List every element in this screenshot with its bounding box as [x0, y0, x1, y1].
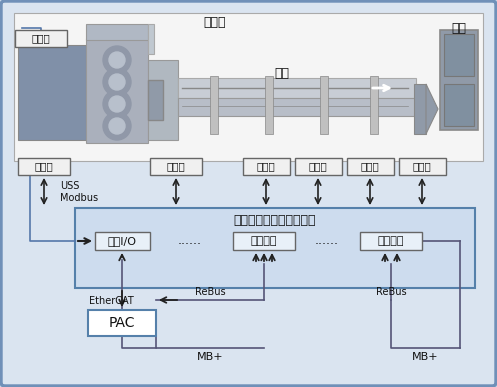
- Text: ......: ......: [178, 235, 202, 248]
- Text: 加热器: 加热器: [361, 161, 379, 171]
- Bar: [210, 76, 218, 134]
- Text: 冷却器: 冷却器: [413, 161, 431, 171]
- Circle shape: [109, 96, 125, 112]
- Bar: [347, 158, 394, 175]
- Text: 液压油: 液压油: [204, 16, 226, 29]
- Text: 编码器: 编码器: [32, 33, 50, 43]
- Bar: [148, 24, 154, 54]
- Bar: [243, 158, 290, 175]
- Bar: [18, 45, 86, 140]
- Circle shape: [109, 52, 125, 68]
- Bar: [88, 310, 156, 336]
- Bar: [399, 158, 446, 175]
- Bar: [370, 76, 378, 134]
- Text: 料筒: 料筒: [274, 67, 289, 80]
- Text: PAC: PAC: [109, 316, 135, 330]
- Text: 作为主控: 作为主控: [378, 236, 404, 246]
- Text: 模具: 模具: [451, 22, 467, 35]
- Bar: [15, 30, 67, 47]
- Bar: [360, 232, 422, 250]
- Circle shape: [103, 68, 131, 96]
- Bar: [75, 208, 475, 288]
- Bar: [150, 158, 202, 175]
- Bar: [86, 24, 148, 40]
- Bar: [233, 232, 295, 250]
- Text: 加热器: 加热器: [256, 161, 275, 171]
- Bar: [95, 232, 150, 250]
- Bar: [148, 80, 163, 120]
- Text: 网络化注塑机温度控制器: 网络化注塑机温度控制器: [234, 214, 316, 226]
- Text: ReBus: ReBus: [195, 287, 225, 297]
- Text: 加热器: 加热器: [309, 161, 328, 171]
- Text: MB+: MB+: [412, 352, 439, 362]
- Bar: [86, 38, 148, 143]
- Bar: [178, 78, 416, 98]
- Text: ......: ......: [315, 235, 339, 248]
- Polygon shape: [426, 84, 438, 134]
- Circle shape: [109, 118, 125, 134]
- Text: EtherCAT: EtherCAT: [89, 296, 134, 306]
- Bar: [14, 13, 483, 161]
- Bar: [444, 34, 474, 76]
- Circle shape: [103, 90, 131, 118]
- Text: 作为主控: 作为主控: [251, 236, 277, 246]
- Bar: [320, 76, 328, 134]
- Bar: [295, 158, 342, 175]
- Bar: [148, 60, 178, 140]
- Text: USS
Modbus: USS Modbus: [60, 181, 98, 203]
- Bar: [440, 30, 478, 130]
- Bar: [18, 158, 70, 175]
- Bar: [414, 84, 426, 134]
- Circle shape: [109, 74, 125, 90]
- Bar: [265, 76, 273, 134]
- Bar: [178, 98, 416, 116]
- Circle shape: [103, 112, 131, 140]
- Text: MB+: MB+: [197, 352, 223, 362]
- Text: 变频器: 变频器: [35, 161, 53, 171]
- Text: 衡温器: 衡温器: [166, 161, 185, 171]
- Circle shape: [103, 46, 131, 74]
- Text: ReBus: ReBus: [376, 287, 407, 297]
- Bar: [444, 84, 474, 126]
- Text: 作为I/O: 作为I/O: [108, 236, 137, 246]
